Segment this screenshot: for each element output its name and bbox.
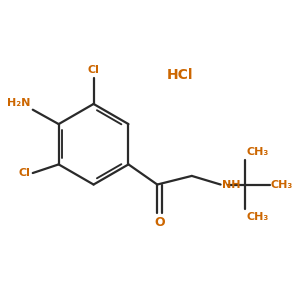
Text: O: O [154, 216, 165, 229]
Text: CH₃: CH₃ [247, 147, 269, 157]
Text: H₂N: H₂N [7, 98, 30, 108]
Text: CH₃: CH₃ [271, 179, 293, 190]
Text: CH₃: CH₃ [247, 212, 269, 222]
Text: NH: NH [222, 179, 241, 190]
Text: Cl: Cl [18, 168, 30, 178]
Text: HCl: HCl [167, 68, 193, 82]
Text: Cl: Cl [88, 65, 100, 75]
